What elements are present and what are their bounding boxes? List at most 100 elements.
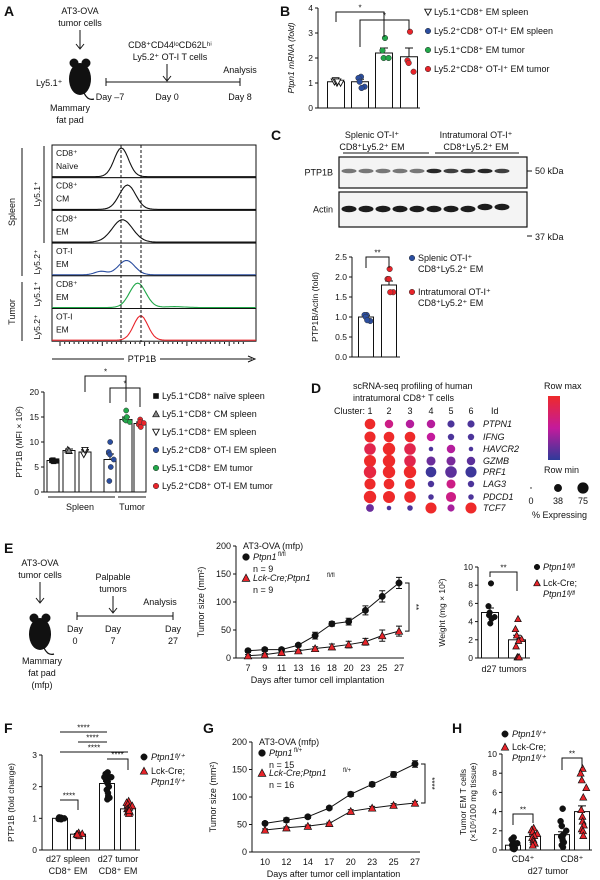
gene-label: PDCD1 [483, 492, 514, 502]
legend-label: Lck-Cre; [543, 578, 577, 588]
histogram-row-label: CD8⁺ [56, 148, 78, 158]
line-chart-g: 0 50 100 150 200 10 12 14 17 20 23 25 27 Days after t… [208, 737, 436, 879]
data-point [344, 640, 353, 649]
strain-label: Ly5.1⁺ [32, 181, 42, 206]
x-tick-label: 23 [367, 857, 377, 867]
expression-dot [383, 431, 395, 443]
histogram-row-label: EM [56, 259, 69, 269]
y-tick-label: 150 [232, 765, 247, 775]
y-tick-label: 0 [468, 653, 473, 663]
y-tick-label: 0.5 [335, 332, 347, 342]
legend-label: Ly5.2⁺CD8⁺ OT-I EM spleen [162, 445, 276, 455]
blot-band [341, 168, 357, 174]
legend-label: Lck-Cre;Ptpn1 [269, 768, 327, 778]
y-tick-label: 0 [34, 487, 39, 497]
blot-band [494, 168, 510, 174]
y-tick-label: 0 [492, 845, 497, 855]
expression-dot [446, 479, 456, 489]
histogram-row-label: EM [56, 226, 69, 236]
data-point [54, 458, 60, 464]
expression-dot [466, 456, 476, 466]
expression-dot [364, 431, 376, 443]
legend-label: Ptpn1ᶠˡ/⁺ [151, 777, 186, 787]
y-tick-label: 1 [308, 78, 313, 88]
dot-plot: scRNA-seq profiling of human intratumoral… [334, 381, 589, 520]
histogram-curve [52, 147, 256, 178]
schematic-e-palpable2: tumors [99, 584, 127, 594]
data-point [528, 840, 537, 849]
legend-label: Splenic OT-I⁺ [418, 253, 473, 263]
y-axis-label: Ptpn1 mRNA (fold) [286, 22, 296, 93]
blot-band [426, 205, 442, 213]
histogram-row-label: CD8⁺ [56, 181, 78, 191]
significance-bracket [512, 813, 534, 825]
legend-label-superscript: fl/+ [343, 768, 352, 774]
data-point [379, 47, 386, 54]
y-tick-label: 10 [30, 437, 40, 447]
x-axis-label: Days after tumor cell implantation [251, 675, 385, 685]
data-point [325, 818, 334, 827]
x-tick-label: 10 [260, 857, 270, 867]
panel-letter-a: A [4, 3, 14, 19]
significance-label: * [358, 4, 361, 13]
legend-marker [139, 766, 149, 775]
expression-dot [404, 443, 416, 455]
data-point [282, 823, 291, 832]
data-point [410, 68, 417, 75]
schematic-a-transfer1: CD8⁺CD44ˡᵒCD62Lʰⁱ [128, 40, 212, 50]
expression-dot [366, 504, 374, 512]
panel-letter-c: C [271, 127, 281, 143]
y-tick-label: 1.5 [335, 292, 347, 302]
legend-label: Ptpn1ᶠˡ/⁺ [151, 752, 186, 762]
significance-label: **** [77, 724, 89, 733]
tissue-label: Tumor [7, 299, 17, 325]
timeline-day-label: Day [67, 624, 84, 634]
histogram-row-label: CM [56, 194, 69, 204]
histogram-curve [52, 315, 256, 341]
y-axis-label: (×10⁵/100 mg tissue) [468, 762, 478, 841]
data-point [356, 78, 363, 85]
y-axis-label: Tumor size (mm²) [208, 762, 218, 833]
blot-label: PTP1B [304, 168, 333, 178]
x-tick-label: 16 [310, 663, 320, 673]
legend-label: Ly5.1⁺CD8⁺ EM tumor [162, 463, 253, 473]
blot-band [477, 203, 493, 211]
group-label: Tumor [119, 502, 145, 512]
data-point [378, 592, 386, 600]
y-tick-label: 2 [308, 53, 313, 63]
expression-dot [425, 502, 437, 514]
schematic-a-transfer2: Ly5.2⁺ OT-I T cells [133, 52, 208, 62]
legend-marker [257, 768, 267, 777]
y-tick-label: 3 [308, 28, 313, 38]
expression-dot [468, 494, 474, 500]
expression-dot [428, 446, 434, 452]
schematic-e-cells2: tumor cells [18, 570, 62, 580]
mouse-icon [29, 613, 55, 656]
gene-label: IFNG [483, 432, 505, 442]
y-tick-label: 50 [237, 820, 247, 830]
y-tick-label: 0 [242, 847, 247, 857]
cluster-number: 6 [468, 406, 473, 416]
significance-bracket [421, 763, 426, 804]
data-point [107, 439, 114, 445]
legend-marker [423, 8, 433, 17]
timeline-day-label: Day 0 [155, 92, 179, 102]
x-tick-label: 11 [277, 663, 286, 673]
data-point [277, 647, 286, 656]
chart-title: AT3-OVA (mfp) [259, 737, 319, 747]
y-tick-label: 1.0 [335, 312, 347, 322]
legend-marker [533, 578, 541, 587]
significance-label: **** [427, 777, 436, 789]
arrow-icon [35, 582, 45, 604]
data-point [126, 419, 133, 425]
size-legend-dot [530, 487, 532, 489]
x-tick-label: 27 [410, 857, 420, 867]
expression-dot [467, 433, 475, 441]
data-point [487, 580, 495, 587]
expression-dot [446, 444, 456, 454]
significance-bracket [365, 256, 390, 268]
group-label: Spleen [66, 502, 94, 512]
expression-dot [446, 456, 456, 466]
expression-dot [363, 490, 377, 504]
expression-dot [363, 465, 377, 479]
